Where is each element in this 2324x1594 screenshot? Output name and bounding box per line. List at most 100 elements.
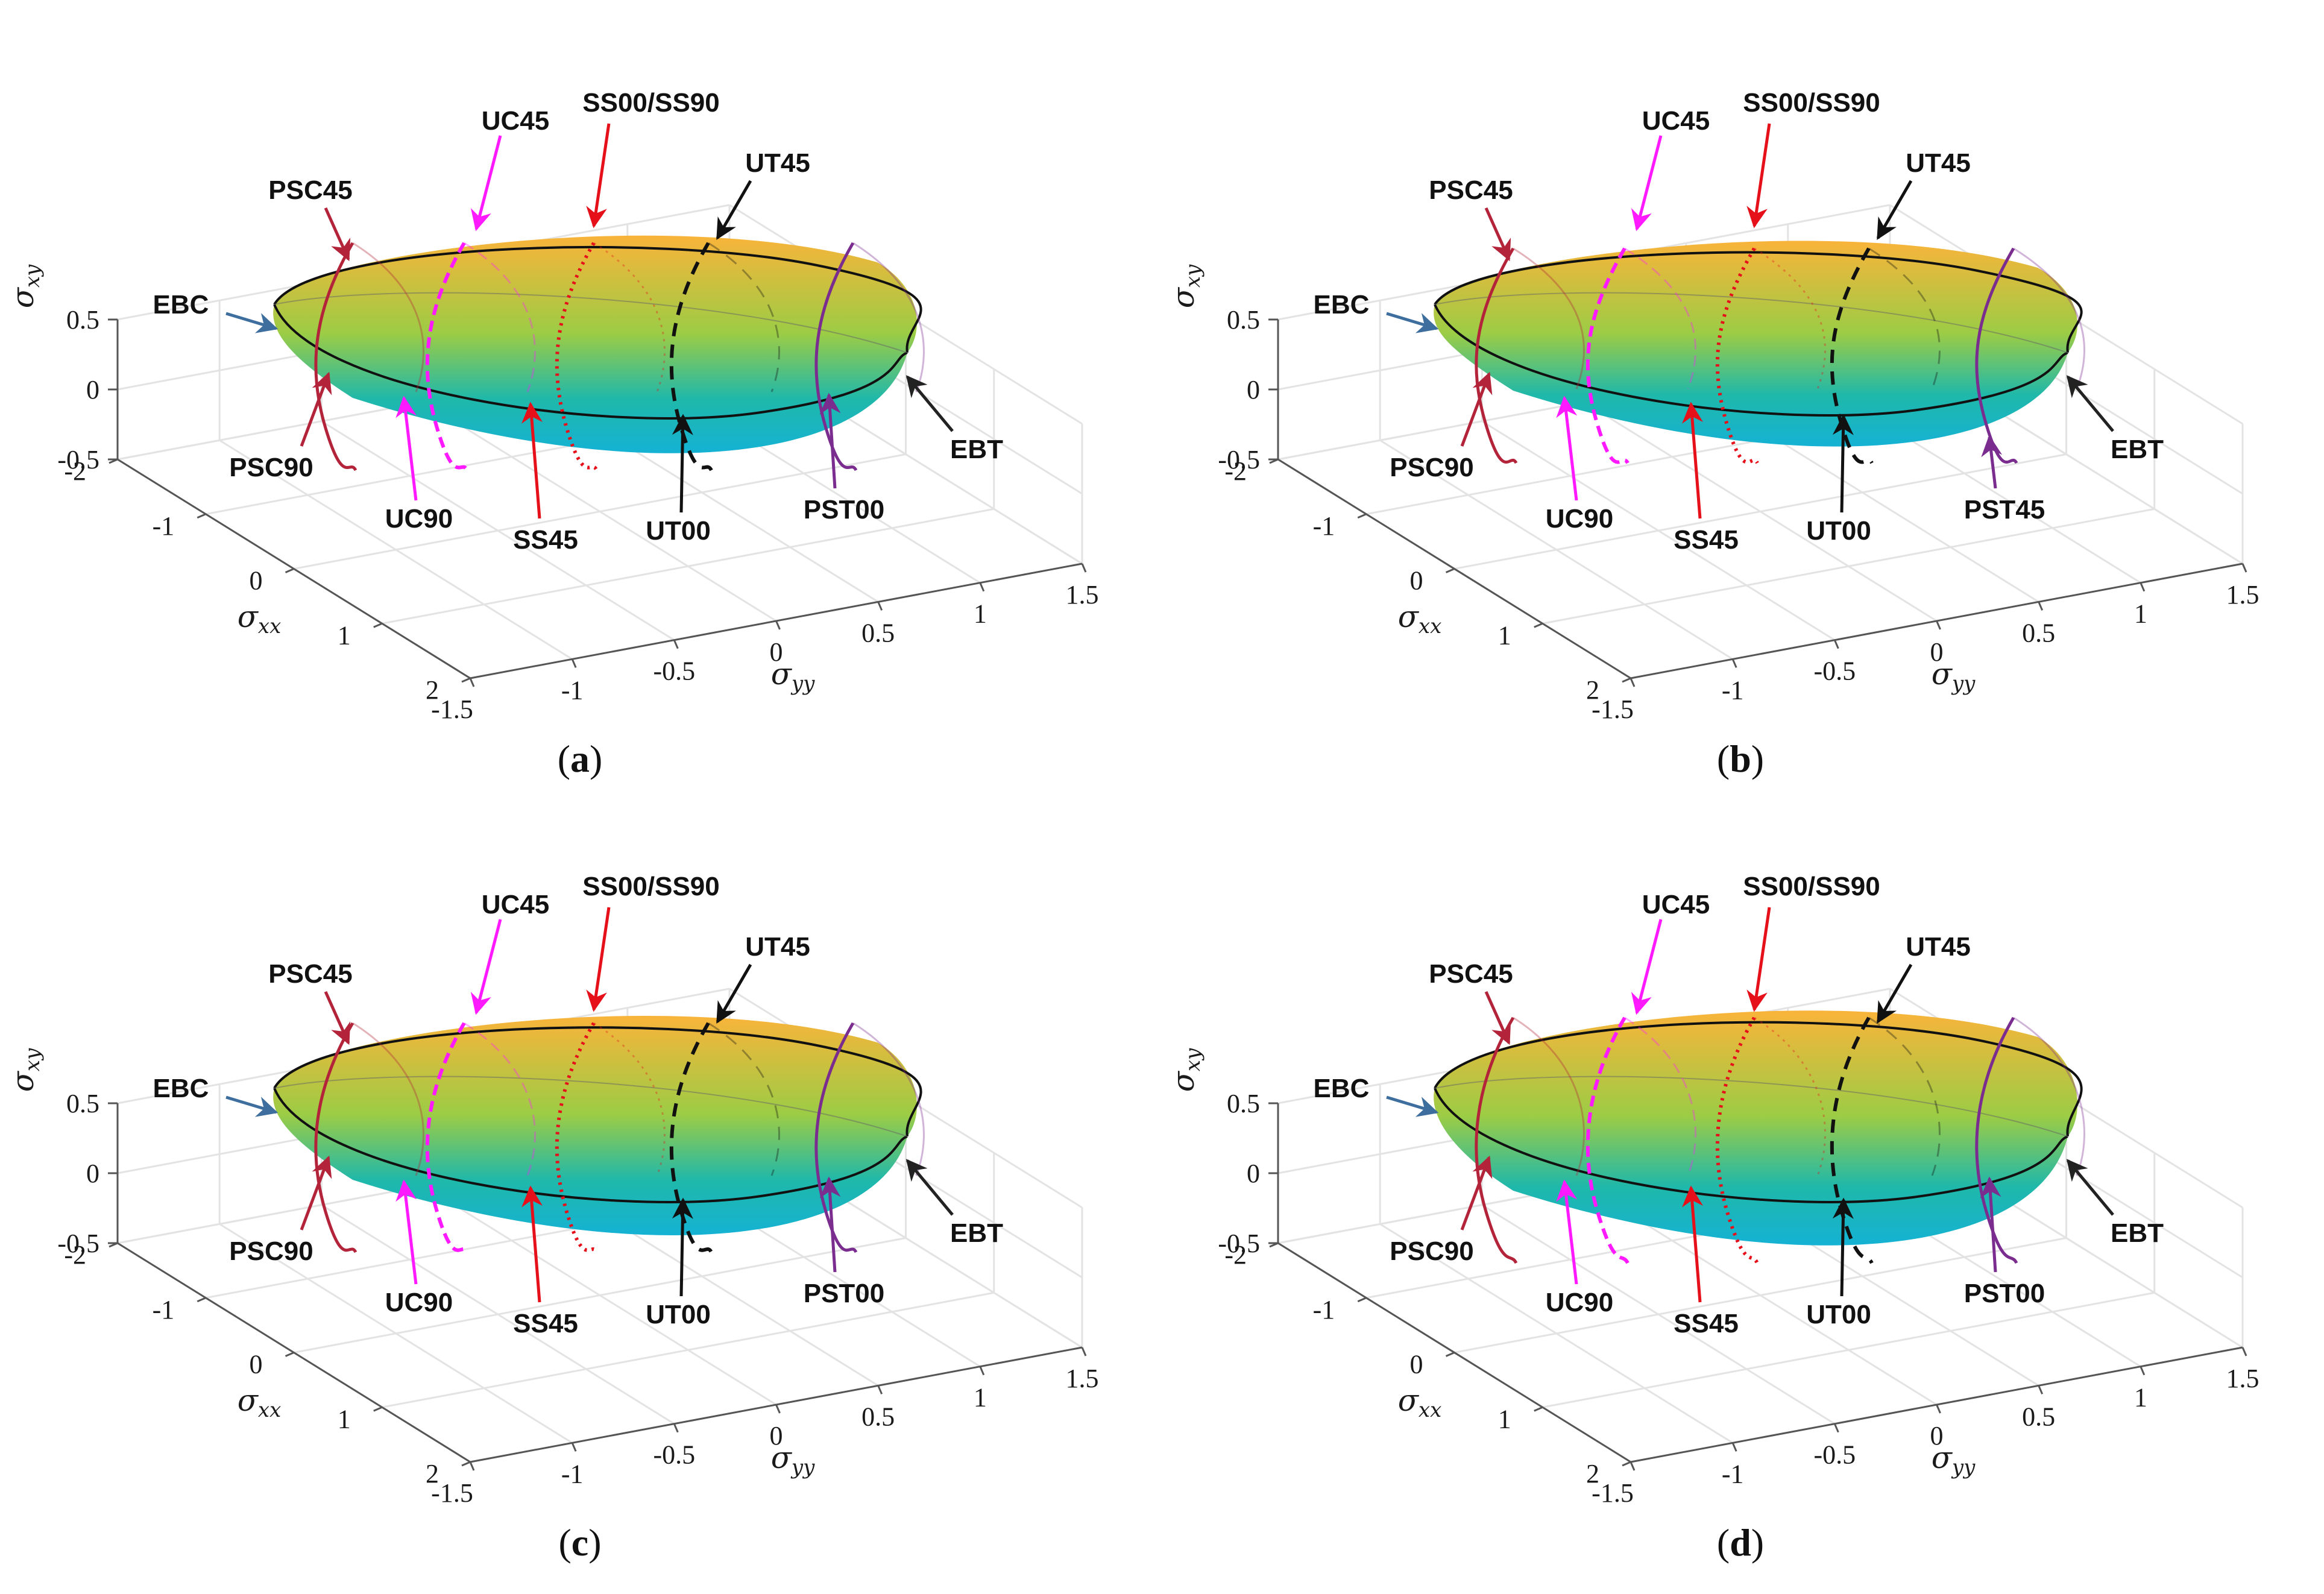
path-SS — [555, 242, 599, 471]
arrow-ebt — [905, 1159, 954, 1216]
arrow-uc45 — [470, 135, 502, 232]
label-ut45: UT45 — [745, 148, 810, 178]
y-tick — [877, 601, 883, 611]
x-tick-label: 2 — [1586, 1459, 1599, 1488]
label-ut45: UT45 — [1906, 148, 1971, 178]
x-tick — [461, 677, 471, 683]
arrow-ut00 — [1832, 1197, 1854, 1297]
y-axis-label: σyy — [1932, 1440, 1976, 1479]
annotations: PSC45 UC45 SS00/SS90 UT45 EBC EBT PSC90 UC90 SS4… — [1314, 872, 2164, 1338]
arrow-ut00 — [672, 414, 693, 513]
y-tick — [979, 1366, 985, 1376]
label-uc90: UC90 — [385, 1288, 453, 1317]
path-UC — [1586, 1016, 1630, 1264]
x-tick — [373, 1406, 383, 1412]
y-tick-label: 0 — [1930, 637, 1944, 667]
y-tick-label: 1.5 — [1066, 580, 1099, 610]
x-tick-label: 1 — [338, 620, 351, 650]
y-tick — [1936, 620, 1941, 630]
yield-surface — [1434, 1010, 2085, 1264]
label-pst00: PST00 — [1964, 1279, 2045, 1308]
x-axis-label-sub: xx — [258, 614, 281, 638]
label-uc45: UC45 — [482, 106, 550, 136]
y-tick — [469, 678, 475, 687]
grid-line — [219, 439, 573, 660]
arrow-uc45 — [1631, 135, 1663, 232]
y-tick-label: 0.5 — [861, 618, 895, 647]
yield-surface — [273, 235, 925, 471]
z-tick-label: 0 — [1247, 375, 1260, 405]
x-tick-label: 2 — [1586, 675, 1599, 705]
arrow-psc45 — [324, 207, 351, 262]
path-SS-hidden — [1754, 1016, 1826, 1176]
label-psc45: PSC45 — [1429, 959, 1513, 989]
axes: -2 -1 0 1 2-1.5 -1 -0.5 0 0.5 1 1.5 0.5 0 -0.5 σxx σyy σ… — [1166, 1048, 2259, 1508]
surface-body — [1434, 1010, 2077, 1246]
yield-surface — [273, 1015, 925, 1253]
path-UT — [1830, 1016, 1874, 1264]
caption-a: (a) — [558, 737, 603, 780]
y-tick-label: 1 — [2134, 599, 2147, 629]
y-tick — [2038, 601, 2044, 611]
x-tick — [1622, 1461, 1631, 1467]
label-psc90: PSC90 — [1390, 1236, 1473, 1266]
caption-letter: b — [1730, 737, 1751, 780]
arrow-uc45 — [470, 919, 502, 1015]
arrow-ss00-ss90 — [586, 907, 611, 1012]
label-ss00-ss90: SS00/SS90 — [582, 872, 720, 901]
y-tick — [877, 1385, 883, 1394]
label-ut00: UT00 — [646, 1300, 711, 1329]
grid-line — [1379, 1223, 1733, 1444]
x-tick-label: -1 — [1313, 511, 1335, 541]
grid-line — [1481, 420, 1836, 641]
label-ut45: UT45 — [745, 932, 810, 962]
z-axis-label-sub: xy — [20, 264, 45, 288]
arrow-ut45 — [1876, 963, 1913, 1024]
path-SS-hidden — [593, 1022, 666, 1176]
arrow-pst00 — [819, 1176, 841, 1273]
x-tick-label: 2 — [426, 1459, 439, 1488]
y-tick — [1731, 1442, 1737, 1452]
y-tick-label: 1 — [2134, 1383, 2147, 1413]
grid-line — [423, 401, 777, 622]
path-PSC-hidden — [1513, 1016, 1585, 1176]
x-tick — [1357, 1297, 1367, 1303]
arrow-pst45 — [1981, 435, 2003, 489]
y-tick-label: -0.5 — [1814, 657, 1856, 686]
label-uc90: UC90 — [1546, 504, 1614, 534]
z-tick-label: -0.5 — [57, 445, 99, 474]
x-tick — [285, 1352, 295, 1357]
annotations: PSC45 UC45 SS00/SS90 UT45 EBC EBT PSC90 UC90 SS4… — [153, 872, 1004, 1338]
arrow-ebt — [2066, 1159, 2114, 1216]
label-ebt: EBT — [2111, 1218, 2164, 1248]
grid-line — [219, 1223, 573, 1444]
path-UC-hidden — [464, 242, 536, 392]
y-tick — [2241, 1347, 2247, 1356]
y-axis-label-sub: yy — [790, 672, 815, 696]
path-SS — [1715, 247, 1759, 464]
y-tick — [469, 1461, 475, 1471]
caption-letter: c — [572, 1521, 588, 1564]
x-tick — [1357, 513, 1367, 519]
path-UC-hidden — [1624, 1016, 1696, 1176]
arrow-psc90 — [300, 1155, 332, 1230]
path-UC — [1586, 247, 1630, 464]
x-tick-label: -2 — [1224, 456, 1247, 486]
z-tick-label: 0.5 — [1227, 1089, 1260, 1118]
axes: -2 -1 0 1 2-1.5 -1 -0.5 0 0.5 1 1.5 0.5 0 -0.5 σxx σyy σ… — [5, 1048, 1099, 1508]
arrow-ss45 — [1682, 402, 1703, 519]
chart-panel-c: -2 -1 0 1 2-1.5 -1 -0.5 0 0.5 1 1.5 0.5 0 -0.5 σxx σyy σ… — [5, 872, 1099, 1564]
path-PST-hidden — [852, 242, 925, 392]
y-axis-label-sub: yy — [790, 1455, 815, 1479]
x-tick — [1445, 568, 1455, 573]
annotations: PSC45 UC45 SS00/SS90 UT45 EBC EBT PSC90 UC90 SS4… — [1314, 88, 2164, 555]
arrow-uc90 — [1556, 1179, 1578, 1285]
grid-line — [1379, 439, 1733, 660]
y-tick — [1630, 1461, 1636, 1471]
yield-surface — [1434, 241, 2085, 464]
y-tick-label: -1.5 — [1592, 695, 1634, 724]
y-tick-label: -0.5 — [653, 657, 696, 686]
path-UT-hidden — [1868, 1016, 1941, 1176]
upper-rim — [273, 246, 922, 353]
arrow-psc90 — [300, 371, 332, 447]
